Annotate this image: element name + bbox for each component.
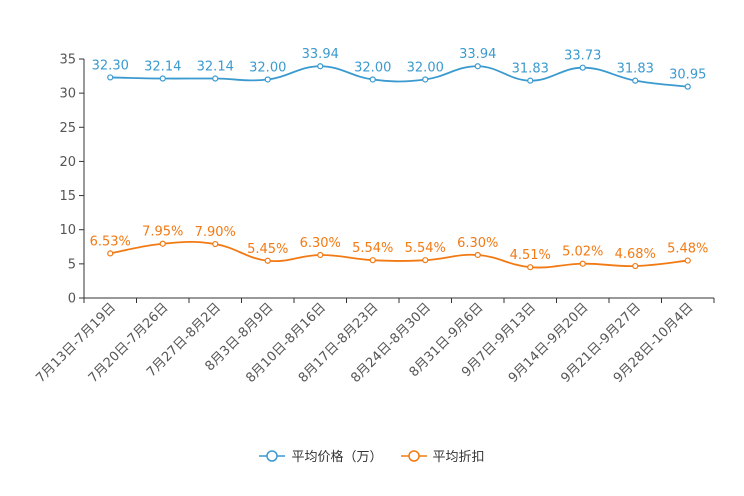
series-1-point[interactable] [107, 250, 114, 257]
series-0-data-label: 32.00 [249, 60, 286, 75]
series-1-point[interactable] [264, 257, 271, 264]
legend-price-label: 平均价格（万） [291, 450, 383, 465]
series-1-point[interactable] [159, 240, 166, 247]
series-1-data-label: 4.68% [615, 247, 656, 262]
y-tick-label: 25 [59, 121, 76, 136]
series-0-point[interactable] [474, 63, 481, 70]
series-1-data-label: 6.30% [300, 236, 341, 251]
y-tick-label: 35 [59, 53, 76, 68]
legend-item-discount[interactable]: 平均折扣 [400, 446, 485, 465]
series-0-data-label: 31.83 [617, 62, 654, 77]
series-0-data-label: 30.95 [669, 68, 706, 83]
y-axis: 0 5 10 15 20 25 30 35 [59, 53, 85, 307]
y-tick-label: 5 [68, 257, 76, 272]
series-1-point[interactable] [212, 240, 219, 248]
series-1-data-label: 6.53% [90, 234, 131, 249]
series-1-point[interactable] [474, 251, 481, 259]
series-0-point[interactable] [212, 75, 219, 82]
series-0-data-label: 32.14 [197, 60, 234, 75]
series-1-point[interactable] [422, 257, 429, 264]
series-1-point[interactable] [632, 262, 639, 270]
series-1: 6.53% 7.95% 7.90% 5.45% 6.30% 5.54% 5.54% 6.30%… [90, 225, 708, 271]
series-1-point[interactable] [317, 251, 324, 259]
y-tick-label: 20 [59, 155, 76, 170]
series-0-point[interactable] [317, 63, 324, 70]
y-tick-label: 15 [59, 189, 76, 204]
series-1-point[interactable] [527, 264, 534, 271]
series-0-data-label: 32.30 [92, 58, 129, 73]
series-0-point[interactable] [369, 76, 376, 83]
series-1-data-label: 5.54% [352, 241, 393, 256]
series-1-data-label: 5.48% [667, 242, 708, 257]
series-1-data-label: 7.90% [195, 225, 236, 240]
x-axis: 7月13日-7月19日7月20日-7月26日7月27日-8月2日8月3日-8月9… [33, 297, 715, 386]
series-0: 32.30 32.14 32.14 32.00 33.94 32.00 32.00 33.94… [92, 47, 706, 90]
series-0-point[interactable] [107, 74, 114, 81]
series-1-data-label: 5.54% [405, 241, 446, 256]
series-0-data-label: 32.00 [354, 60, 391, 75]
series-0-data-label: 33.94 [459, 47, 496, 62]
series-0-data-label: 33.94 [302, 47, 339, 62]
series-1-point[interactable] [684, 257, 691, 264]
series-0-point[interactable] [527, 77, 534, 84]
series-1-data-label: 4.51% [510, 248, 551, 263]
series-0-data-label: 32.14 [144, 60, 181, 75]
legend-item-price[interactable]: 平均价格（万） [259, 446, 383, 465]
series-1-line [110, 241, 688, 269]
series-1-point[interactable] [369, 257, 376, 264]
legend-discount-marker-icon [400, 449, 427, 462]
series-0-line [110, 65, 688, 88]
series-0-point[interactable] [422, 76, 429, 83]
series-1-data-label: 6.30% [457, 236, 498, 251]
series-0-point[interactable] [159, 75, 166, 82]
series-0-data-label: 33.73 [564, 49, 601, 64]
y-tick-label: 10 [59, 223, 76, 238]
legend-price-marker-icon [259, 449, 286, 462]
legend-discount-label: 平均折扣 [432, 450, 485, 465]
series-1-data-label: 7.95% [142, 225, 183, 240]
series-1-data-label: 5.45% [247, 242, 288, 257]
y-tick-label: 0 [68, 292, 76, 307]
series-1-point[interactable] [579, 260, 586, 267]
series-0-point[interactable] [579, 64, 586, 71]
series-0-data-label: 32.00 [407, 60, 444, 75]
series-0-point[interactable] [632, 77, 639, 84]
series-layer: 32.30 32.14 32.14 32.00 33.94 32.00 32.00 33.94… [90, 47, 708, 271]
series-0-point[interactable] [684, 83, 691, 90]
y-tick-label: 30 [59, 87, 76, 102]
series-0-point[interactable] [264, 76, 271, 83]
legend: 平均价格（万） 平均折扣 [0, 446, 744, 465]
series-1-data-label: 5.02% [562, 245, 603, 260]
series-0-data-label: 31.83 [512, 62, 549, 77]
